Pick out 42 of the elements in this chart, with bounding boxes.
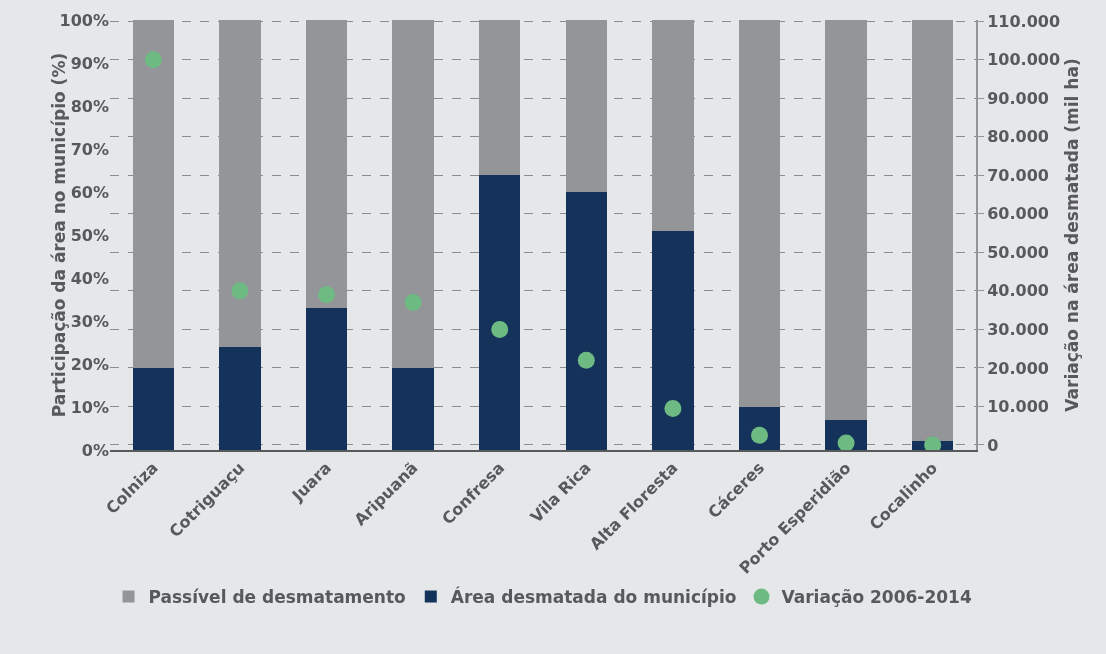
y2-tick-label: 90.000 xyxy=(987,88,1049,108)
y2-tick-label: 60.000 xyxy=(987,204,1049,224)
point xyxy=(318,286,335,304)
y-tick-label: 10% xyxy=(70,397,109,417)
y2-axis-title: Variação na área desmatada (mil ha) xyxy=(1062,58,1083,412)
y2-tick-label: 40.000 xyxy=(987,281,1049,301)
y-tick-label: 30% xyxy=(70,311,109,331)
y2-tick-label: 50.000 xyxy=(987,242,1049,262)
legend-label: Passível de desmatamento xyxy=(148,587,406,608)
y-tick-label: 20% xyxy=(70,354,109,374)
point xyxy=(404,293,422,311)
y2-tick-label: 10.000 xyxy=(987,397,1049,417)
y2-tick-label: 110.000 xyxy=(987,11,1061,31)
y-tick-label: 60% xyxy=(70,182,109,202)
bar xyxy=(478,174,521,450)
legend-label: Área desmatada do município xyxy=(450,586,737,608)
y2-tick-label: 20.000 xyxy=(987,358,1049,378)
y-tick-label: 50% xyxy=(70,225,109,245)
y2-tick-label: 30.000 xyxy=(987,320,1049,339)
point xyxy=(577,351,595,369)
bar xyxy=(565,192,608,450)
y2-tick-label: 0 xyxy=(987,435,999,455)
y-tick-label: 90% xyxy=(70,53,109,73)
bar xyxy=(305,308,348,450)
y-tick-label: 40% xyxy=(70,268,109,288)
y2-tick-label: 80.000 xyxy=(987,127,1049,147)
y-tick-label: 0% xyxy=(81,440,109,460)
bar xyxy=(392,368,434,450)
point xyxy=(491,320,509,338)
point xyxy=(231,282,249,300)
y-tick-label: 80% xyxy=(70,96,109,116)
bar xyxy=(219,346,261,450)
y-axis-title: Participação da área no município (%) xyxy=(48,52,69,418)
point xyxy=(144,51,162,69)
y2-tick-label: 70.000 xyxy=(987,165,1049,185)
y-tick-label: 100% xyxy=(59,10,109,30)
y-tick-label: 70% xyxy=(70,139,109,159)
y2-tick-label: 100.000 xyxy=(987,50,1061,70)
bar xyxy=(132,368,175,450)
bar xyxy=(652,230,694,450)
legend-label: Variação 2006-2014 xyxy=(781,587,972,608)
point xyxy=(664,399,682,417)
